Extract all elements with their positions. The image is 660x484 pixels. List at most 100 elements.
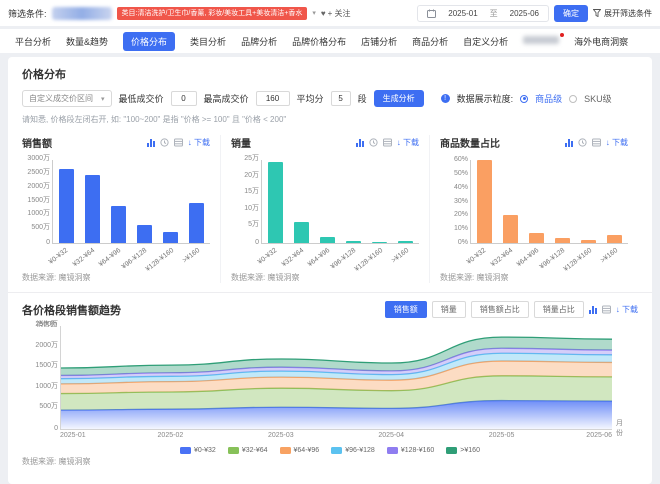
tab-shop-analysis[interactable]: 店铺分析 xyxy=(361,35,397,48)
trend-section-header: 各价格段销售额趋势 销售额 销量 销售额占比 销量占比 ↓ 下载 xyxy=(22,301,638,318)
bar xyxy=(581,240,596,243)
filter-label: 筛选条件: xyxy=(8,7,47,20)
tab-product-analysis[interactable]: 商品分析 xyxy=(412,35,448,48)
download-button[interactable]: ↓ 下载 xyxy=(397,137,419,148)
table-icon[interactable] xyxy=(383,138,392,147)
bar xyxy=(607,235,622,243)
bar-charts-row: 销售额 ↓ 下载 0500万1000万1500万2000万2500万3000万 … xyxy=(22,135,638,283)
toggle-sales-volume[interactable]: 销量 xyxy=(432,301,466,318)
bar-chart-icon[interactable] xyxy=(356,139,364,147)
toggle-sales-amount-share[interactable]: 销售额占比 xyxy=(471,301,529,318)
bar xyxy=(398,241,413,243)
follow-button[interactable]: ♥ + 关注 xyxy=(321,8,351,19)
bar xyxy=(163,232,178,243)
bar xyxy=(503,215,518,243)
date-range-picker[interactable]: 2025-01 至 2025-06 xyxy=(417,5,549,22)
sales-volume-bars: 05万10万15万20万25万 xyxy=(261,160,419,244)
split-count-input[interactable] xyxy=(331,91,351,106)
date-end[interactable]: 2025-06 xyxy=(510,9,539,18)
table-icon[interactable] xyxy=(174,138,183,147)
min-price-input[interactable] xyxy=(171,91,197,106)
follow-label: + 关注 xyxy=(328,8,351,19)
legend-item[interactable]: >¥160 xyxy=(446,447,480,454)
x-axis-labels: ¥0-¥32¥32-¥64¥64-¥96¥96-¥128¥128-¥160>¥1… xyxy=(470,244,628,270)
clock-icon[interactable] xyxy=(369,138,378,147)
date-separator: 至 xyxy=(490,8,498,19)
info-icon: ! xyxy=(441,94,450,103)
bar xyxy=(346,241,361,243)
analysis-nav-tabs: 平台分析 数量&趋势 价格分布 类目分析 品牌分析 品牌价格分布 店铺分析 商品… xyxy=(0,29,660,53)
price-range-note: 请知悉, 价格段左闭右开, 如: "100~200" 是指 "价格 >= 100… xyxy=(22,114,638,125)
tab-price-distribution[interactable]: 价格分布 xyxy=(123,32,175,51)
date-start[interactable]: 2025-01 xyxy=(448,9,477,18)
toggle-sales-volume-share[interactable]: 销量占比 xyxy=(534,301,584,318)
legend-item[interactable]: ¥0-¥32 xyxy=(180,447,216,454)
bar-chart-icon[interactable] xyxy=(589,306,597,314)
generate-analysis-button[interactable]: 生成分析 xyxy=(374,90,424,107)
category-filter-tag[interactable]: 类目:清洁洗护/卫生巾/香薰, 彩妆/美妆工具+美妆清洁+香水 xyxy=(117,7,308,20)
bar xyxy=(529,233,544,243)
bar xyxy=(111,206,126,243)
download-button[interactable]: ↓ 下载 xyxy=(606,137,628,148)
legend-item[interactable]: ¥32-¥64 xyxy=(228,447,268,454)
tab-redacted[interactable] xyxy=(523,36,559,46)
tab-overseas-ecommerce[interactable]: 海外电商洞察 xyxy=(574,35,628,48)
table-icon[interactable] xyxy=(602,305,611,314)
max-price-label: 最高成交价 xyxy=(204,92,249,105)
granularity-label: 数据展示粒度: xyxy=(457,92,514,105)
bar xyxy=(294,222,309,243)
bar xyxy=(189,203,204,243)
radio-sku-level[interactable] xyxy=(569,95,577,103)
sales-amount-bars: 0500万1000万1500万2000万2500万3000万 xyxy=(52,160,210,244)
page-title: 价格分布 xyxy=(22,66,638,82)
legend-item[interactable]: ¥96-¥128 xyxy=(331,447,375,454)
heart-icon: ♥ xyxy=(321,9,326,18)
data-source: 数据来源: 魔镜洞察 xyxy=(22,456,638,467)
min-price-label: 最低成交价 xyxy=(119,92,164,105)
legend-item[interactable]: ¥128-¥160 xyxy=(387,447,434,454)
chart-title: 销量 xyxy=(231,135,251,150)
tab-custom-analysis[interactable]: 自定义分析 xyxy=(463,35,508,48)
bar xyxy=(85,175,100,243)
bar-chart-icon[interactable] xyxy=(147,139,155,147)
sales-volume-chart: 销量 ↓ 下载 05万10万15万20万25万 ¥0-¥32¥32-¥64¥64… xyxy=(221,135,430,283)
clock-icon[interactable] xyxy=(160,138,169,147)
chart-title: 销售额 xyxy=(22,135,52,150)
sales-amount-chart: 销售额 ↓ 下载 0500万1000万1500万2000万2500万3000万 … xyxy=(22,135,221,283)
funnel-icon xyxy=(593,9,601,17)
x-axis-labels: 2025-012025-022025-032025-042025-052025-… xyxy=(60,430,612,440)
tab-brand-price-distribution[interactable]: 品牌价格分布 xyxy=(292,35,346,48)
bar xyxy=(59,169,74,243)
clock-icon[interactable] xyxy=(578,138,587,147)
tab-category-analysis[interactable]: 类目分析 xyxy=(190,35,226,48)
product-count-share-chart: 商品数量占比 ↓ 下载 0%10%20%30%40%50%60% ¥0-¥32¥… xyxy=(430,135,638,283)
radio-product-level-label[interactable]: 商品级 xyxy=(535,92,562,105)
tab-platform-analysis[interactable]: 平台分析 xyxy=(15,35,51,48)
legend-item[interactable]: ¥64-¥96 xyxy=(280,447,320,454)
redacted-filter-value[interactable] xyxy=(52,7,112,20)
radio-product-level[interactable] xyxy=(520,95,528,103)
download-button[interactable]: ↓ 下载 xyxy=(188,137,210,148)
redacted-tab-label xyxy=(523,36,559,44)
chevron-down-icon[interactable]: ▾ xyxy=(312,9,316,17)
bar-chart-icon[interactable] xyxy=(565,139,573,147)
radio-sku-level-label[interactable]: SKU级 xyxy=(584,92,612,105)
x-axis-labels: ¥0-¥32¥32-¥64¥64-¥96¥96-¥128¥128-¥160>¥1… xyxy=(52,244,210,270)
chart-legend: ¥0-¥32 ¥32-¥64 ¥64-¥96 ¥96-¥128 ¥128-¥160 >¥1… xyxy=(22,447,638,454)
trend-title: 各价格段销售额趋势 xyxy=(22,302,121,318)
toggle-sales-amount[interactable]: 销售额 xyxy=(385,301,427,318)
bar xyxy=(555,238,570,243)
price-range-select[interactable]: 自定义成交价区间 ▾ xyxy=(22,90,112,107)
confirm-button[interactable]: 确定 xyxy=(554,5,588,22)
tab-volume-trend[interactable]: 数量&趋势 xyxy=(66,35,108,48)
x-axis-labels: ¥0-¥32¥32-¥64¥64-¥96¥96-¥128¥128-¥160>¥1… xyxy=(261,244,419,270)
bar xyxy=(137,225,152,243)
download-button[interactable]: ↓ 下载 xyxy=(616,304,638,315)
max-price-input[interactable] xyxy=(256,91,290,106)
bar xyxy=(268,162,283,243)
expand-filters-button[interactable]: 展开筛选条件 xyxy=(593,8,652,19)
filter-bar: 筛选条件: 类目:清洁洗护/卫生巾/香薰, 彩妆/美妆工具+美妆清洁+香水 ▾ … xyxy=(0,0,660,26)
bar xyxy=(320,237,335,243)
tab-brand-analysis[interactable]: 品牌分析 xyxy=(241,35,277,48)
table-icon[interactable] xyxy=(592,138,601,147)
